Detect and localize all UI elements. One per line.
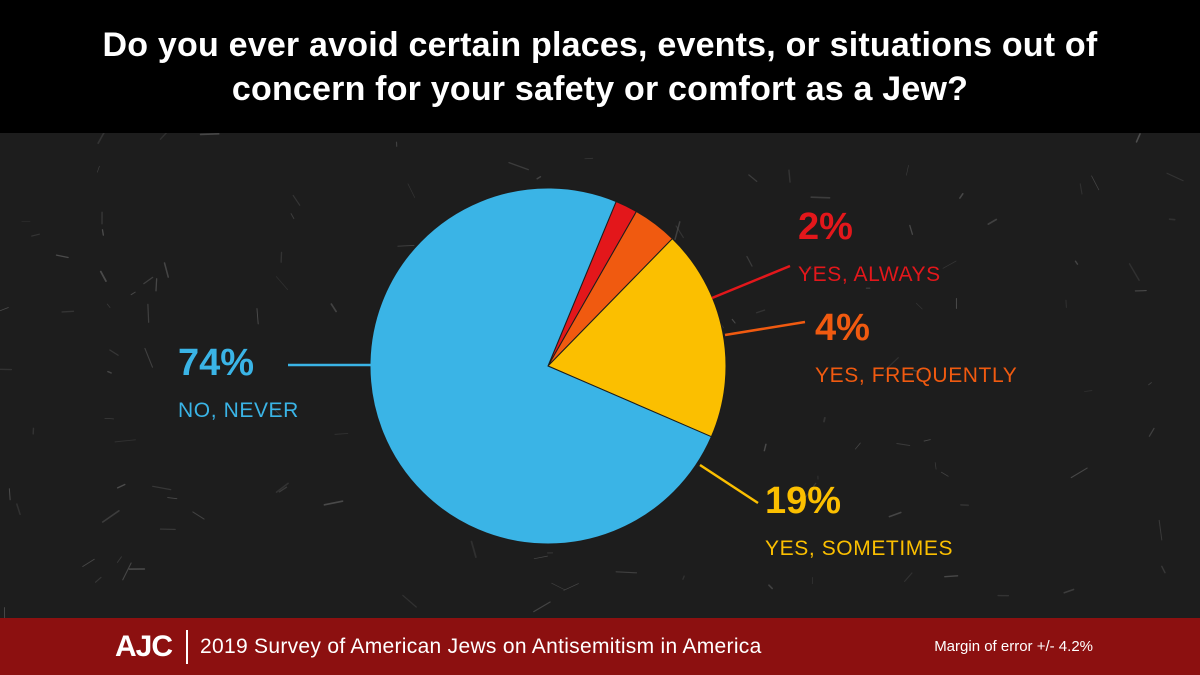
footer-divider (186, 630, 188, 664)
leader-line (699, 463, 759, 505)
slice-percent-label: 2% (798, 206, 853, 248)
margin-of-error: Margin of error +/- 4.2% (934, 638, 1093, 655)
slice-category-label: YES, SOMETIMES (765, 537, 953, 560)
slice-category-label: YES, ALWAYS (798, 263, 941, 286)
chart-title: Do you ever avoid certain places, events… (102, 25, 1098, 108)
pie-slice-yes-sometimes (547, 237, 727, 438)
footer-bar: AJC 2019 Survey of American Jews on Anti… (0, 618, 1200, 675)
pie-slice-no-never (369, 187, 713, 545)
ajc-logo: AJC (115, 630, 173, 663)
slice-category-label: YES, FREQUENTLY (815, 364, 1017, 387)
leader-line (724, 320, 806, 337)
slice-labels: 2% YES, ALWAYS 4% YES, FREQUENTLY 19% YES, SO… (178, 206, 1017, 560)
chart-area: 2% YES, ALWAYS 4% YES, FREQUENTLY 19% YES, SO… (0, 133, 1200, 618)
leader-lines (288, 264, 806, 505)
pie-slices (369, 187, 727, 545)
leader-line (711, 264, 791, 300)
slice-percent-label: 19% (765, 480, 841, 522)
pie-chart: 2% YES, ALWAYS 4% YES, FREQUENTLY 19% YES, SO… (0, 133, 1184, 618)
slice-category-label: NO, NEVER (178, 399, 299, 422)
header-bar: Do you ever avoid certain places, events… (0, 0, 1200, 133)
slice-percent-label: 74% (178, 342, 254, 384)
slice-percent-label: 4% (815, 307, 870, 349)
survey-title: 2019 Survey of American Jews on Antisemi… (200, 635, 762, 658)
